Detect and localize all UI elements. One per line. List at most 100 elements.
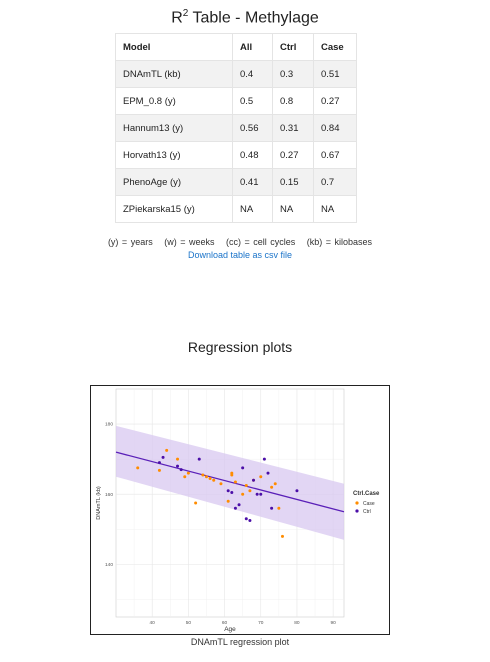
cell-ctrl: 0.8	[272, 87, 314, 115]
cell-case: 0.84	[313, 114, 357, 142]
chart-legend: Ctrl.Case Case Ctrl	[353, 491, 380, 515]
cell-all: 0.56	[232, 114, 273, 142]
y-tick-label: 160	[105, 492, 113, 498]
table-row: Horvath13 (y) 0.48 0.27 0.67	[115, 141, 357, 169]
x-tick-label: 80	[294, 620, 300, 626]
cell-ctrl: 0.15	[272, 168, 314, 196]
cell-model: Hannum13 (y)	[115, 114, 233, 142]
data-point-ctrl	[233, 506, 237, 510]
regression-plots-heading: Regression plots	[187, 339, 293, 355]
cell-ctrl: 0.3	[272, 60, 314, 88]
units-legend: (y) = years (w) = weeks (cc) = cell cycl…	[0, 237, 480, 247]
data-point-case	[176, 457, 180, 461]
data-point-case	[259, 475, 263, 479]
data-point-ctrl	[226, 489, 230, 493]
cell-model: DNAmTL (kb)	[115, 60, 233, 88]
data-point-case	[270, 485, 274, 489]
data-point-case	[165, 448, 169, 452]
data-point-ctrl	[244, 517, 248, 521]
data-point-ctrl	[266, 471, 270, 475]
cell-case: 0.7	[313, 168, 357, 196]
column-header-ctrl: Ctrl	[272, 33, 314, 61]
y-axis-label: DNAmTL (kb)	[96, 486, 102, 520]
cell-ctrl: 0.31	[272, 114, 314, 142]
cell-model: ZPiekarska15 (y)	[115, 195, 233, 223]
data-point-case	[194, 501, 198, 505]
column-header-case: Case	[313, 33, 357, 61]
data-point-case	[248, 489, 252, 493]
data-point-case	[219, 482, 223, 486]
cell-ctrl: 0.27	[272, 141, 314, 169]
unit-years: (y) = years	[107, 237, 153, 247]
table-row: Hannum13 (y) 0.56 0.31 0.84	[115, 114, 357, 142]
cell-model: PhenoAge (y)	[115, 168, 233, 196]
data-point-case	[244, 483, 248, 487]
regression-line	[115, 451, 345, 513]
data-point-case	[208, 476, 212, 480]
page-title: R2 Table - Methylage	[171, 8, 319, 27]
regression-plot: 40 50 60 70 80 90 140 160 180 Age DNAmTL (kb) C…	[96, 388, 380, 633]
data-point-case	[233, 480, 237, 484]
x-tick-label: 40	[150, 620, 156, 626]
plot-caption: DNAmTL regression plot	[190, 637, 290, 647]
table-header-row: Model All Ctrl Case	[115, 33, 357, 61]
x-tick-label: 70	[258, 620, 264, 626]
download-csv-link[interactable]: Download table as csv file	[187, 250, 293, 260]
y-tick-label: 180	[105, 422, 113, 428]
legend-title: Ctrl.Case	[353, 491, 380, 497]
data-point-ctrl	[176, 464, 180, 468]
cell-case: 0.51	[313, 60, 357, 88]
legend-dot-case	[355, 501, 359, 505]
y-tick-label: 140	[105, 562, 113, 568]
x-tick-label: 90	[330, 620, 336, 626]
data-point-ctrl	[252, 478, 256, 482]
data-point-ctrl	[255, 492, 259, 496]
data-point-ctrl	[197, 457, 201, 461]
x-tick-label: 50	[186, 620, 192, 626]
data-point-case	[201, 473, 205, 477]
cell-case: 0.67	[313, 141, 357, 169]
data-point-case	[241, 492, 245, 496]
cell-all: NA	[232, 195, 273, 223]
data-point-case	[186, 471, 190, 475]
table-row: ZPiekarska15 (y) NA NA NA	[115, 195, 357, 223]
data-point-ctrl	[270, 506, 274, 510]
column-header-all: All	[232, 33, 273, 61]
data-point-ctrl	[230, 490, 234, 494]
data-point-ctrl	[157, 461, 161, 465]
data-point-ctrl	[161, 455, 165, 459]
cell-model: EPM_0.8 (y)	[115, 87, 233, 115]
cell-all: 0.41	[232, 168, 273, 196]
cell-model: Horvath13 (y)	[115, 141, 233, 169]
data-point-case	[204, 475, 208, 479]
legend-dot-ctrl	[355, 509, 359, 513]
x-tick-label: 60	[222, 620, 228, 626]
data-point-case	[226, 499, 230, 503]
cell-all: 0.48	[232, 141, 273, 169]
legend-label-ctrl: Ctrl	[363, 509, 371, 515]
x-axis-label: Age	[224, 626, 236, 633]
data-point-ctrl	[248, 519, 252, 523]
table-row: PhenoAge (y) 0.41 0.15 0.7	[115, 168, 357, 196]
cell-all: 0.4	[232, 60, 273, 88]
data-point-ctrl	[179, 468, 183, 472]
cell-case: 0.27	[313, 87, 357, 115]
cell-all: 0.5	[232, 87, 273, 115]
column-header-model: Model	[115, 33, 233, 61]
unit-kilobases: (kb) = kilobases	[306, 237, 373, 247]
data-point-ctrl	[241, 466, 245, 470]
unit-cell-cycles: (cc) = cell cycles	[226, 237, 296, 247]
data-point-case	[273, 482, 277, 486]
legend-label-case: Case	[363, 501, 375, 507]
data-point-ctrl	[262, 457, 266, 461]
data-point-case	[277, 506, 281, 510]
regression-plot-frame: 40 50 60 70 80 90 140 160 180 Age DNAmTL (kb) C…	[90, 385, 390, 635]
table-row: EPM_0.8 (y) 0.5 0.8 0.27	[115, 87, 357, 115]
cell-case: NA	[313, 195, 357, 223]
data-point-case	[280, 534, 284, 538]
data-point-ctrl	[237, 503, 241, 507]
data-point-case	[157, 468, 161, 472]
cell-ctrl: NA	[272, 195, 314, 223]
data-point-ctrl	[259, 492, 263, 496]
table-row: DNAmTL (kb) 0.4 0.3 0.51	[115, 60, 357, 88]
